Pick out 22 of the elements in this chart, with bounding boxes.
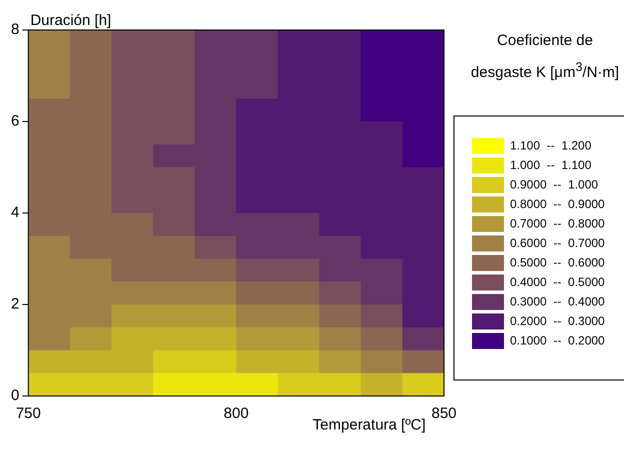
y-tick-label: 2 xyxy=(11,296,20,313)
y-tick-label: 4 xyxy=(11,204,20,222)
x-tick-label: 850 xyxy=(431,405,457,422)
color-bar-label: 0.4000 -- 0.5000 xyxy=(510,274,606,289)
y-tick-label: 0 xyxy=(11,387,20,404)
color-bar-label: 1.000 -- 1.100 xyxy=(510,158,592,172)
color-bar-label: 0.3000 -- 0.4000 xyxy=(510,294,606,308)
color-bar-label: 0.5000 -- 0.6000 xyxy=(510,255,606,270)
x-axis-title: Temperatura [ºC] xyxy=(312,416,426,434)
y-axis-title: Duración [h] xyxy=(30,12,112,29)
color-bar-title: Coeficiente de desgaste K [μm$^{3}$/N·m] xyxy=(470,31,620,83)
color-bar-label: 0.9000 -- 1.000 xyxy=(510,177,598,192)
color-bar-label: 0.8000 -- 0.9000 xyxy=(510,196,606,211)
color-bar-label: 0.2000 -- 0.3000 xyxy=(510,314,606,328)
color-bar-label: 1.100 -- 1.200 xyxy=(510,138,592,152)
y-tick-label: 8 xyxy=(11,21,20,38)
x-tick-label: 800 xyxy=(224,405,249,422)
y-tick-label: 6 xyxy=(11,112,20,130)
x-tick-label: 750 xyxy=(16,405,41,422)
color-bar-label: 0.6000 -- 0.7000 xyxy=(510,236,606,250)
color-bar-label: 0.1000 -- 0.2000 xyxy=(510,333,606,348)
color-bar-label: 0.7000 -- 0.8000 xyxy=(510,216,606,230)
